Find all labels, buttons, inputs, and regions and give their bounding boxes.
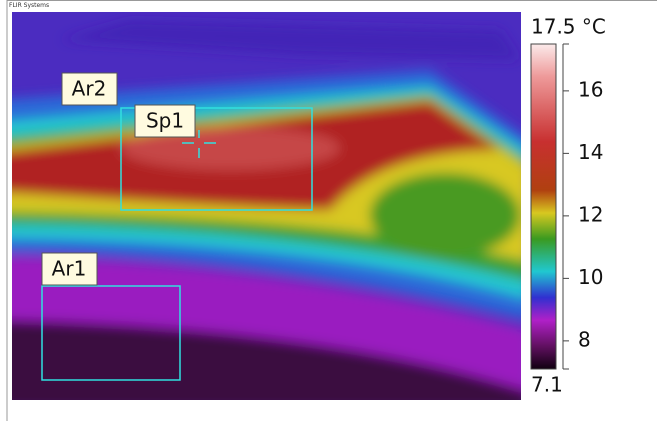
region-label: Sp1 (146, 109, 184, 133)
tick-label: 17.5 °C (531, 15, 606, 39)
tick-label: 12 (578, 202, 603, 226)
tick-label: 14 (578, 140, 603, 164)
tick-label: 10 (578, 265, 603, 289)
region-label: Ar2 (72, 77, 107, 101)
thermal-view: FLIR Systems Ar2 Sp1 Ar1 17.5 °C 16 14 12 10… (0, 0, 657, 421)
tick-label: 7.1 (531, 373, 563, 397)
tick-label: 8 (578, 327, 591, 351)
brand: FLIR Systems (9, 2, 49, 9)
colorbar (531, 44, 556, 369)
thermal-image (0, 12, 530, 410)
region-label: Ar1 (52, 257, 87, 281)
tick-label: 16 (578, 77, 603, 101)
